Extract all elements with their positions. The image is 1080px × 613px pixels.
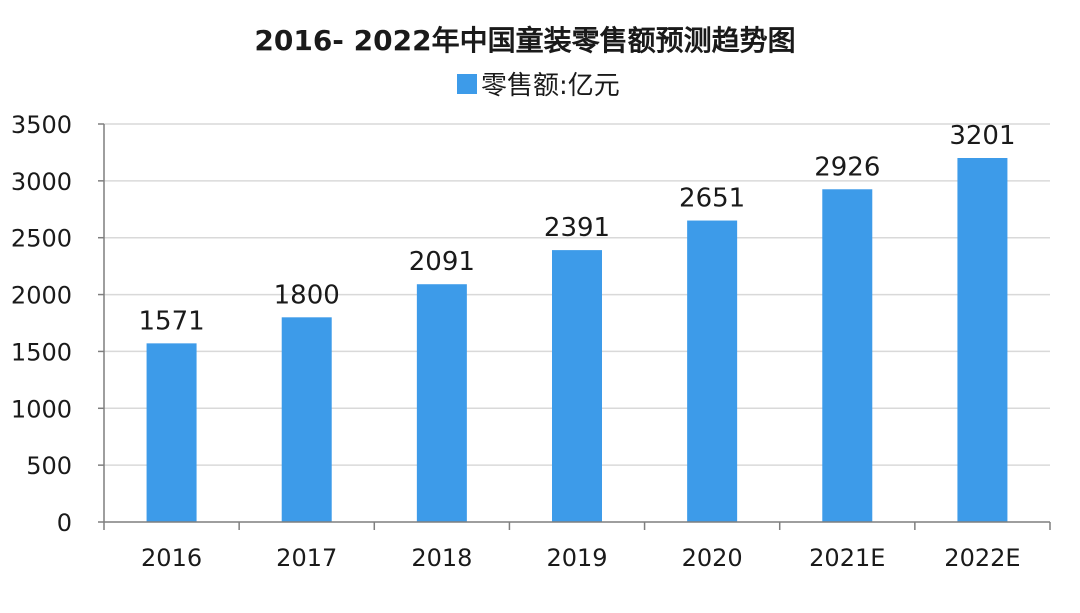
- x-tick-label: 2021E: [809, 544, 885, 572]
- data-label: 1800: [274, 280, 340, 310]
- bar-2020: [687, 220, 738, 522]
- data-label: 1571: [138, 306, 204, 336]
- x-tick-label: 2018: [411, 544, 472, 572]
- x-tick-label: 2017: [276, 544, 337, 572]
- y-tick-label: 2000: [11, 282, 72, 310]
- legend-swatch: [457, 74, 477, 94]
- x-axis-ticks: 2016 2017 2018 2019 2020 2021E 2022E: [141, 544, 1021, 572]
- x-tick-label: 2016: [141, 544, 202, 572]
- bar-2022e: [957, 158, 1008, 523]
- data-label: 3201: [949, 121, 1015, 151]
- y-tick-label: 1000: [11, 395, 72, 423]
- chart-title: 2016- 2022年中国童装零售额预测趋势图: [254, 24, 795, 57]
- x-tick-label: 2022E: [944, 544, 1020, 572]
- y-axis-ticks: 0 500 1000 1500 2000 2500 3000 3500: [11, 111, 72, 537]
- data-label: 2926: [814, 152, 880, 182]
- y-tick-label: 1500: [11, 338, 72, 366]
- y-tick-label: 500: [26, 452, 72, 480]
- legend-label: 零售额:亿元: [481, 71, 620, 101]
- y-tick-label: 0: [57, 509, 72, 537]
- bar-2019: [552, 250, 602, 523]
- data-label: 2091: [409, 247, 475, 277]
- data-label: 2391: [544, 213, 610, 243]
- y-tick-label: 3000: [11, 168, 72, 196]
- data-label: 2651: [679, 184, 745, 214]
- y-tick-label: 3500: [11, 111, 72, 139]
- axes: [103, 124, 1051, 530]
- bar-2018: [416, 284, 467, 522]
- bar-2021e: [822, 189, 873, 522]
- y-tick-label: 2500: [11, 225, 72, 253]
- data-labels: 1571 1800 2091 2391 2651 2926 3201: [138, 121, 1015, 336]
- x-tick-label: 2020: [682, 544, 743, 572]
- x-tick-label: 2019: [546, 544, 607, 572]
- bar-2016: [146, 343, 197, 522]
- bars: [146, 158, 1008, 523]
- bar-2017: [281, 317, 332, 522]
